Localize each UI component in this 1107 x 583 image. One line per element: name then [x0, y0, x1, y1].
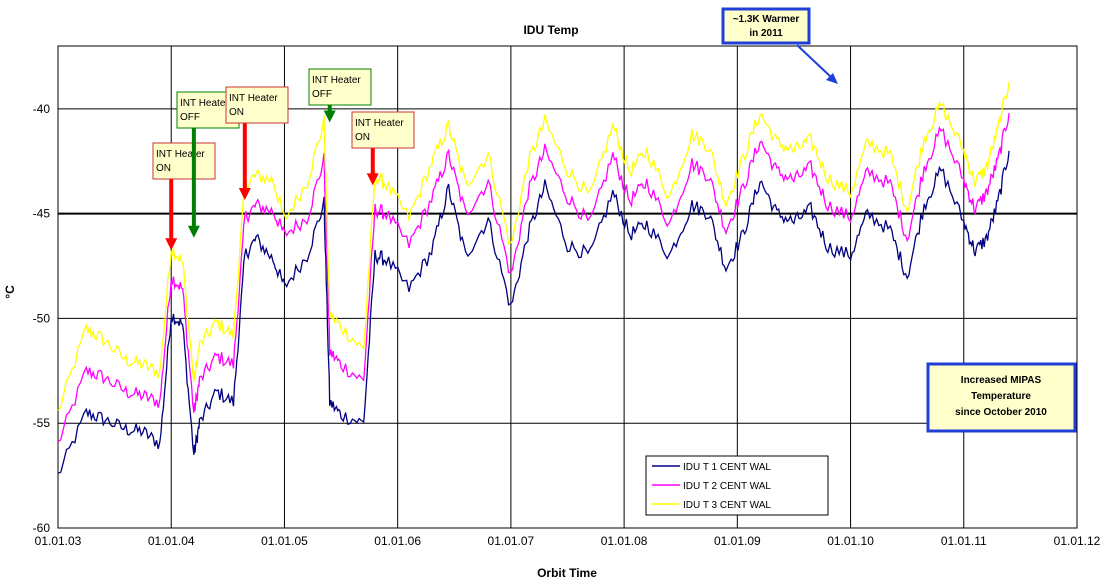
- x-tick-label: 01.01.06: [374, 534, 421, 548]
- x-tick-label: 01.01.08: [601, 534, 648, 548]
- annotation-box: [351, 111, 415, 149]
- series-lines: [57, 81, 1010, 474]
- callout-mipas-box: [926, 362, 1077, 433]
- annotation-line1: INT Heater: [312, 75, 361, 86]
- x-tick-label: 01.01.07: [488, 534, 535, 548]
- annotation-line1: INT Heater: [180, 98, 229, 109]
- x-axis-title: Orbit Time: [537, 566, 597, 580]
- annotation-arrowhead: [323, 110, 336, 123]
- x-tick-label: 01.01.03: [35, 534, 82, 548]
- x-tick-label: 01.01.12: [1054, 534, 1101, 548]
- series-line-2: [57, 113, 1010, 443]
- y-tick-label: -40: [33, 102, 51, 116]
- series-line-3: [57, 81, 1010, 411]
- callout-mipas: Increased MIPAS Temperature since Octobe…: [926, 362, 1077, 433]
- grid: [57, 46, 1078, 529]
- callout-warmer-box: [721, 7, 811, 45]
- annotation-box: [225, 86, 289, 124]
- annotation-arrowhead: [366, 173, 379, 186]
- annotation-4: INT Heater OFF: [308, 68, 372, 123]
- x-tick-label: 01.01.11: [941, 534, 987, 548]
- annotation-line2: OFF: [312, 89, 332, 100]
- annotation-line1: INT Heater: [229, 93, 278, 104]
- chart-title: IDU Temp: [523, 23, 578, 37]
- callout-mipas-line2: Temperature: [971, 391, 1031, 402]
- y-tick-labels: -40 -45 -50 -55 -60: [33, 102, 51, 535]
- legend: IDU T 1 CENT WAL IDU T 2 CENT WAL IDU T …: [645, 455, 829, 516]
- annotation-line1: INT Heater: [355, 118, 404, 129]
- annotation-line1: INT Heater: [156, 149, 205, 160]
- legend-label-series-2: IDU T 2 CENT WAL: [683, 481, 771, 492]
- x-tick-label: 01.01.05: [261, 534, 308, 548]
- callout-warmer: ~1.3K Warmer in 2011: [721, 7, 838, 84]
- annotation-line2: OFF: [180, 112, 200, 123]
- annotation-box: [152, 142, 216, 180]
- annotation-line2: ON: [355, 132, 370, 143]
- y-tick-label: -60: [33, 521, 51, 535]
- annotation-line2: ON: [229, 107, 244, 118]
- y-tick-label: -55: [33, 416, 51, 430]
- callout-warmer-arrowhead: [826, 73, 838, 84]
- y-tick-label: -45: [33, 207, 51, 221]
- callout-warmer-line2: in 2011: [749, 28, 783, 39]
- series-line-1: [57, 150, 1010, 474]
- annotation-1: INT Heater ON: [152, 142, 216, 251]
- y-axis-title: °C: [3, 285, 17, 299]
- callout-warmer-line1: ~1.3K Warmer: [733, 14, 800, 25]
- x-tick-label: 01.01.04: [148, 534, 195, 548]
- callout-warmer-arrow: [796, 44, 833, 79]
- annotation-arrowhead: [238, 187, 251, 200]
- y-tick-label: -50: [33, 311, 51, 325]
- callout-mipas-line3: since October 2010: [955, 407, 1047, 418]
- annotation-arrowhead: [187, 225, 200, 238]
- annotation-5: INT Heater ON: [351, 111, 415, 186]
- x-tick-labels: 01.01.03 01.01.04 01.01.05 01.01.06 01.01.07…: [35, 534, 1101, 548]
- callout-mipas-line1: Increased MIPAS: [961, 375, 1042, 386]
- annotation-box: [308, 68, 372, 106]
- annotation-arrowhead: [165, 238, 178, 251]
- legend-label-series-1: IDU T 1 CENT WAL: [683, 462, 771, 473]
- annotation-3: INT Heater ON: [225, 86, 289, 200]
- x-tick-label: 01.01.09: [714, 534, 761, 548]
- legend-label-series-3: IDU T 3 CENT WAL: [683, 500, 771, 511]
- annotation-line2: ON: [156, 163, 171, 174]
- x-tick-label: 01.01.10: [827, 534, 874, 548]
